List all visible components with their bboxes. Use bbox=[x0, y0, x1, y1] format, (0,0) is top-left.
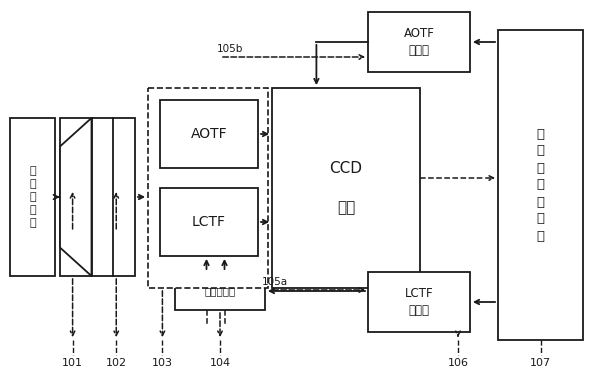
Text: 102: 102 bbox=[106, 358, 127, 368]
Bar bbox=[160, 188, 258, 256]
Bar bbox=[60, 118, 135, 276]
Text: LCTF
控制器: LCTF 控制器 bbox=[404, 287, 433, 317]
Bar bbox=[175, 272, 265, 310]
Text: 过压驱动器: 过压驱动器 bbox=[205, 286, 236, 296]
Text: 101: 101 bbox=[62, 358, 83, 368]
Bar bbox=[10, 118, 55, 276]
Text: 105a: 105a bbox=[262, 277, 288, 287]
Text: AOTF
控制器: AOTF 控制器 bbox=[404, 27, 434, 57]
Text: 104: 104 bbox=[209, 358, 230, 368]
Bar bbox=[160, 100, 258, 168]
Polygon shape bbox=[60, 118, 91, 276]
Text: 105b: 105b bbox=[217, 44, 243, 54]
Text: 107: 107 bbox=[530, 358, 551, 368]
Text: 103: 103 bbox=[152, 358, 173, 368]
Bar bbox=[148, 88, 268, 288]
Bar bbox=[368, 12, 470, 72]
Text: 样
品
检
测
端: 样 品 检 测 端 bbox=[29, 166, 36, 229]
Bar bbox=[498, 30, 583, 340]
Text: 106: 106 bbox=[448, 358, 469, 368]
Text: LCTF: LCTF bbox=[192, 215, 226, 229]
Text: AOTF: AOTF bbox=[191, 127, 227, 141]
Bar bbox=[272, 88, 420, 288]
Bar bbox=[368, 272, 470, 332]
Text: CCD

相机: CCD 相机 bbox=[329, 161, 362, 215]
Text: 计
算
机
控
制
系
统: 计 算 机 控 制 系 统 bbox=[536, 127, 545, 243]
